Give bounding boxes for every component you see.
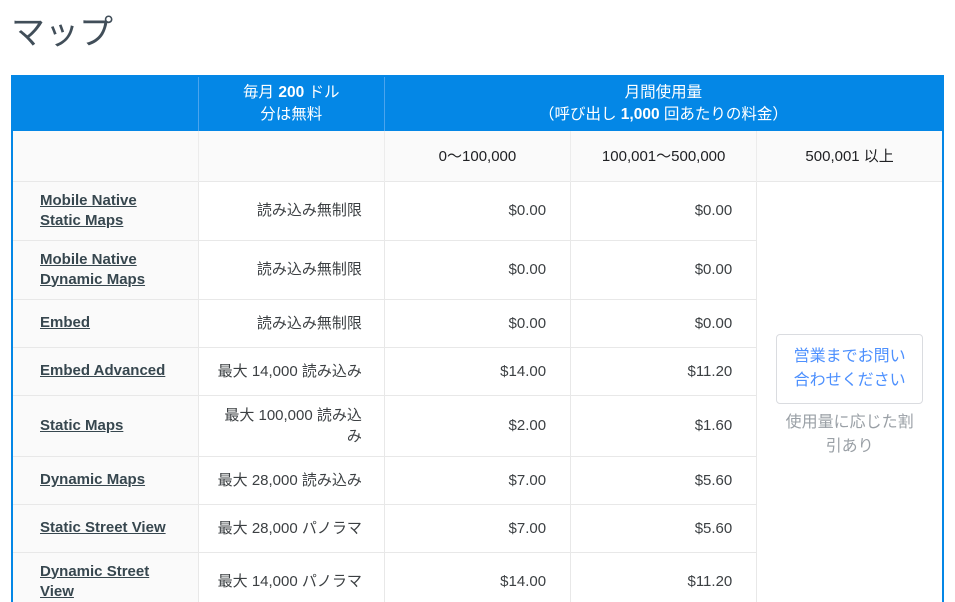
free-tier-line2: 分は無料: [260, 106, 323, 123]
free-tier-header: 毎月 200 ドル 分は無料: [197, 76, 385, 131]
product-name-cell: Static Maps: [12, 394, 199, 456]
table-row: Mobile Native Static Maps 読み込み無制限 $0.00 $0.…: [12, 180, 943, 602]
price-tier2-cell: $11.20: [570, 346, 757, 395]
table-row: Dynamic Maps 最大 28,000 読み込み $7.00 $5.60: [12, 455, 943, 504]
price-tier1-cell: $0.00: [383, 298, 571, 347]
product-link[interactable]: Dynamic Street View: [40, 562, 150, 600]
empty-cell: [197, 131, 385, 181]
free-quota-cell: 最大 28,000 パノラマ: [197, 503, 385, 552]
volume-discount-note: 使用量に応じた割引あり: [785, 413, 914, 455]
table-row: Embed 読み込み無制限 $0.00 $0.00: [12, 298, 943, 347]
price-tier1-cell: $2.00: [383, 394, 571, 456]
product-name-cell: Dynamic Street View: [12, 551, 199, 602]
usage-header-line1: 月間使用量: [624, 84, 703, 101]
empty-header-cell: [12, 76, 199, 131]
free-quota-cell: 最大 14,000 パノラマ: [197, 551, 385, 602]
price-tier2-cell: $0.00: [570, 239, 757, 299]
price-tier2-cell: $5.60: [570, 503, 757, 552]
tier-range-1: 0〜100,000: [383, 131, 571, 181]
product-name-cell: Mobile Native Static Maps: [12, 180, 199, 240]
table-row: Dynamic Street View 最大 14,000 パノラマ $14.00 $…: [12, 551, 943, 602]
price-tier1-cell: $0.00: [383, 180, 571, 240]
free-quota-cell: 読み込み無制限: [197, 298, 385, 347]
table-row: Mobile Native Dynamic Maps 読み込み無制限 $0.00 $0…: [12, 239, 943, 299]
maps-pricing-table: 毎月 200 ドル 分は無料 月間使用量 （呼び出し 1,000 回あたりの料金…: [11, 75, 944, 602]
price-tier1-cell: $0.00: [383, 239, 571, 299]
price-tier1-cell: $7.00: [383, 503, 571, 552]
price-tier2-cell: $0.00: [570, 298, 757, 347]
price-tier1-cell: $14.00: [383, 346, 571, 395]
product-name-cell: Dynamic Maps: [12, 455, 199, 504]
tier-range-3: 500,001 以上: [756, 131, 943, 181]
product-name-cell: Embed Advanced: [12, 346, 199, 395]
free-quota-cell: 最大 28,000 読み込み: [197, 455, 385, 504]
product-link[interactable]: Embed Advanced: [40, 362, 166, 379]
price-tier1-cell: $7.00: [383, 455, 571, 504]
price-tier2-cell: $1.60: [570, 394, 757, 456]
product-link[interactable]: Static Street View: [40, 519, 166, 536]
product-link[interactable]: Dynamic Maps: [40, 471, 146, 488]
free-quota-cell: 最大 14,000 読み込み: [197, 346, 385, 395]
monthly-usage-header: 月間使用量 （呼び出し 1,000 回あたりの料金）: [383, 76, 943, 131]
product-link[interactable]: Mobile Native Dynamic Maps: [40, 250, 146, 288]
price-tier2-cell: $5.60: [570, 455, 757, 504]
product-name-cell: Mobile Native Dynamic Maps: [12, 239, 199, 299]
product-link[interactable]: Static Maps: [40, 416, 124, 434]
product-link[interactable]: Mobile Native Static Maps: [40, 191, 137, 229]
price-tier2-cell: $11.20: [570, 551, 757, 602]
page-title: マップ: [11, 14, 113, 52]
table-row: Static Maps 最大 100,000 読み込み $2.00 $1.60: [12, 394, 943, 456]
price-tier2-cell: $0.00: [570, 180, 757, 240]
free-quota-cell: 読み込み無制限: [197, 239, 385, 299]
product-link[interactable]: Embed: [40, 314, 91, 331]
empty-cell: [12, 131, 199, 181]
product-name-cell: Embed: [12, 298, 199, 347]
tier-range-2: 100,001〜500,000: [570, 131, 757, 181]
usage-header-line2: （呼び出し 1,000 回あたりの料金）: [538, 106, 788, 123]
tier-range-row: 0〜100,000 100,001〜500,000 500,001 以上: [12, 131, 943, 181]
table-header-row: 毎月 200 ドル 分は無料 月間使用量 （呼び出し 1,000 回あたりの料金…: [12, 76, 943, 131]
high-volume-cell: 営業までお問い合わせください使用量に応じた割引あり: [756, 180, 943, 602]
contact-sales-button[interactable]: 営業までお問い合わせください: [776, 333, 924, 404]
free-tier-line1: 毎月 200 ドル: [243, 84, 340, 101]
price-tier1-cell: $14.00: [383, 551, 571, 602]
table-row: Embed Advanced 最大 14,000 読み込み $14.00 $11.20: [12, 346, 943, 395]
table-row: Static Street View 最大 28,000 パノラマ $7.00 $5.…: [12, 503, 943, 552]
free-quota-cell: 読み込み無制限: [197, 180, 385, 240]
free-quota-cell: 最大 100,000 読み込み: [197, 394, 385, 456]
product-name-cell: Static Street View: [12, 503, 199, 552]
